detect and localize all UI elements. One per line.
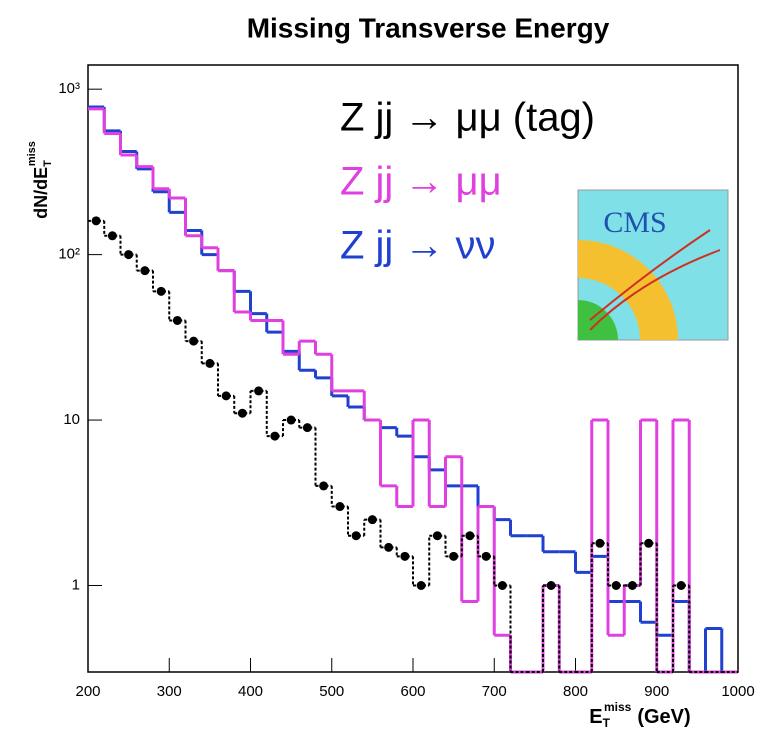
data-point (238, 409, 247, 418)
data-point (140, 266, 149, 275)
data-point (547, 581, 556, 590)
data-point (482, 552, 491, 561)
data-point (449, 552, 458, 561)
data-point (335, 502, 344, 511)
data-point (205, 359, 214, 368)
x-tick-label: 500 (319, 683, 344, 700)
data-point (352, 531, 361, 540)
x-tick-label: 600 (400, 683, 425, 700)
data-point (612, 581, 621, 590)
x-tick-label: 900 (644, 683, 669, 700)
legend-entry: Z jj → μμ (tag) (340, 96, 595, 140)
x-label-sub: T (603, 716, 611, 730)
x-tick-label: 800 (563, 683, 588, 700)
y-tick-label: 10² (58, 246, 80, 263)
data-point (124, 250, 133, 259)
x-tick-label: 400 (238, 683, 263, 700)
data-point (303, 423, 312, 432)
data-point (368, 515, 377, 524)
data-point (498, 581, 507, 590)
legend-entry: Z jj → νν (340, 224, 496, 268)
data-point (189, 337, 198, 346)
data-point (319, 481, 328, 490)
x-tick-label: 300 (157, 683, 182, 700)
y-label-sup: miss (26, 141, 38, 166)
data-point (677, 581, 686, 590)
x-label-unit: (GeV) (637, 706, 690, 728)
x-axis-label: ETmiss (GeV) (589, 700, 690, 730)
data-point (384, 543, 393, 552)
data-point (644, 539, 653, 548)
data-point (417, 581, 426, 590)
data-point (157, 287, 166, 296)
y-label-main: dN/dE (31, 167, 51, 219)
chart: Missing Transverse Energy CMS 1 10 10² 10³ 2… (0, 0, 769, 736)
chart-title: Missing Transverse Energy (247, 12, 610, 43)
data-point (400, 552, 409, 561)
y-label-sub: T (42, 160, 54, 167)
y-tick-label: 1 (72, 576, 80, 593)
x-label-sup: miss (604, 700, 632, 714)
data-point (173, 316, 182, 325)
data-point (92, 216, 101, 225)
x-tick-label: 1000 (721, 683, 754, 700)
cms-logo: CMS (578, 190, 728, 340)
data-point (433, 531, 442, 540)
y-tick-label: 10 (63, 411, 80, 428)
x-label-main: E (589, 706, 602, 728)
data-point (108, 231, 117, 240)
x-tick-label: 200 (75, 683, 100, 700)
y-tick-label: 10³ (58, 80, 80, 97)
logo-text: CMS (603, 206, 666, 239)
data-point (254, 386, 263, 395)
x-tick-label: 700 (482, 683, 507, 700)
data-point (270, 432, 279, 441)
y-axis-label: dN/dETmiss (26, 141, 54, 219)
data-point (465, 531, 474, 540)
data-point (222, 391, 231, 400)
data-point (595, 539, 604, 548)
legend-entry: Z jj → μμ (340, 160, 502, 204)
data-point (628, 581, 637, 590)
data-point (287, 416, 296, 425)
